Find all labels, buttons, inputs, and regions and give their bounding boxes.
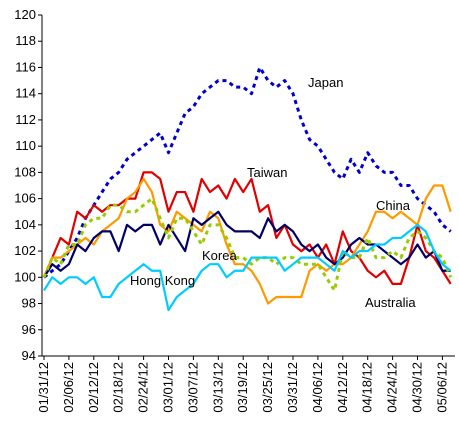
series-label: Hong Kong	[130, 273, 195, 288]
x-tick-label: 04/30/12	[410, 362, 425, 413]
x-tick-label: 03/25/12	[260, 362, 275, 413]
series-label: Australia	[365, 295, 416, 310]
x-tick-label: 03/19/12	[235, 362, 250, 413]
x-tick-label: 03/07/12	[185, 362, 200, 413]
x-tick-label: 03/13/12	[210, 362, 225, 413]
series-label: Korea	[202, 248, 237, 263]
x-tick-label: 04/18/12	[360, 362, 375, 413]
y-tick-label: 110	[15, 138, 36, 153]
series-line	[42, 171, 452, 285]
x-tick-label: 03/01/12	[161, 362, 176, 413]
series-line	[43, 210, 451, 278]
x-tick-label: 05/06/12	[434, 362, 449, 413]
x-tick-label: 02/12/12	[86, 362, 101, 413]
series-line	[43, 223, 452, 312]
x-tick-label: 02/18/12	[111, 362, 126, 413]
series-line	[42, 197, 453, 292]
y-tick-label: 98	[22, 296, 36, 311]
x-tick-label: 04/24/12	[385, 362, 400, 413]
series-label: Japan	[308, 75, 343, 90]
x-tick-label: 03/31/12	[285, 362, 300, 413]
y-tick-label: 104	[14, 217, 36, 232]
y-tick-label: 106	[14, 191, 36, 206]
x-tick-label: 04/06/12	[310, 362, 325, 413]
x-tick-label: 02/24/12	[136, 362, 151, 413]
y-tick-label: 108	[14, 164, 36, 179]
y-tick-label: 112	[15, 112, 36, 127]
y-tick-label: 94	[22, 348, 36, 363]
y-tick-label: 120	[14, 7, 36, 22]
y-tick-label: 116	[15, 59, 36, 74]
y-tick-label: 102	[14, 243, 36, 258]
series-label: China	[376, 198, 411, 213]
series-line	[43, 65, 452, 279]
x-tick-label: 01/31/12	[36, 362, 51, 413]
series-line	[42, 177, 452, 305]
y-tick-label: 96	[22, 322, 36, 337]
y-tick-label: 114	[15, 86, 36, 101]
x-tick-label: 04/12/12	[335, 362, 350, 413]
y-tick-label: 100	[14, 269, 36, 284]
y-tick-label: 118	[15, 33, 36, 48]
x-tick-label: 02/06/12	[61, 362, 76, 413]
series-label: Taiwan	[247, 165, 287, 180]
